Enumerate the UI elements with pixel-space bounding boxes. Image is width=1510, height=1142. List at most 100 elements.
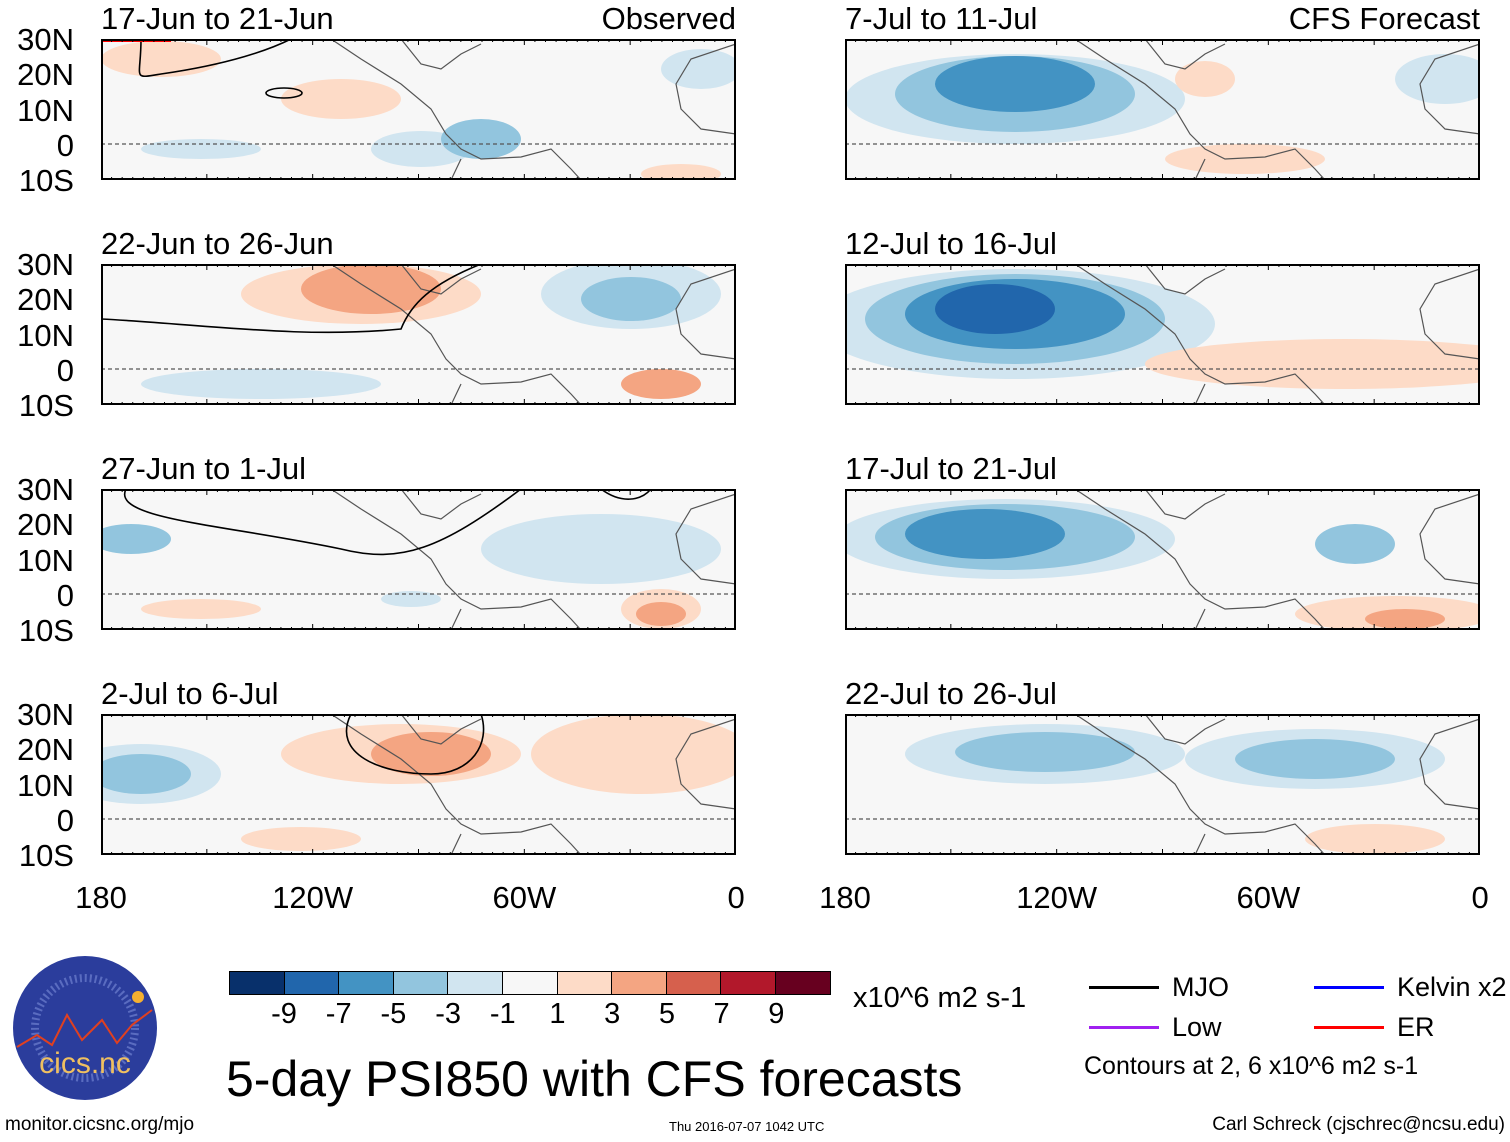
footer-timestamp: Thu 2016-07-07 1042 UTC — [669, 1119, 825, 1134]
panel-date-range: 7-Jul to 11-Jul — [845, 1, 1038, 36]
anomaly-shading — [581, 277, 681, 321]
observed-label: Observed — [601, 1, 736, 36]
coastline — [1419, 718, 1480, 810]
colorbar-swatch — [448, 972, 503, 994]
panel-date-range: 17-Jul to 21-Jul — [845, 451, 1057, 486]
lat-label: 30N — [17, 472, 74, 507]
colorbar-tick-label: -3 — [435, 998, 461, 1030]
anomaly-shading — [1315, 524, 1395, 564]
lat-label: 20N — [17, 57, 74, 93]
anomaly-shading — [371, 732, 491, 776]
coastline — [1074, 714, 1326, 855]
anomaly-shading — [141, 599, 261, 619]
cicsnc-logo: cics.nc — [12, 955, 158, 1101]
lon-label: 60W — [1236, 880, 1301, 915]
anomaly-shading — [1145, 339, 1480, 389]
observed-map-panel — [101, 489, 736, 630]
map-frame — [845, 714, 1480, 855]
coastline — [1419, 268, 1480, 360]
colorbar-swatch — [557, 972, 613, 994]
coastline — [675, 268, 736, 360]
lat-label: 10S — [18, 613, 74, 648]
lat-label: 20N — [17, 732, 74, 768]
map-frame — [101, 39, 736, 180]
lat-label: 10S — [18, 163, 74, 198]
lat-label: 30N — [17, 697, 74, 732]
anomaly-shading — [905, 509, 1065, 559]
panel-date-range: 27-Jun to 1-Jul — [101, 451, 307, 486]
lat-label: 30N — [17, 247, 74, 282]
coastline — [1074, 264, 1326, 405]
coastline — [330, 714, 582, 855]
anomaly-shading — [241, 827, 361, 851]
anomaly-shading — [481, 514, 721, 584]
lat-label: 10N — [17, 767, 74, 803]
anomaly-shading — [141, 369, 381, 399]
map-frame — [101, 264, 736, 405]
colorbar-swatch — [284, 972, 340, 994]
lat-label: 30N — [17, 22, 74, 57]
colorbar-swatch — [775, 972, 830, 994]
legend-line-low — [1089, 1026, 1159, 1029]
legend-label: ER — [1397, 1012, 1435, 1042]
panel-date-range: 22-Jul to 26-Jul — [845, 676, 1057, 711]
observed-map-panel — [101, 714, 736, 855]
forecast-map-panel — [845, 39, 1480, 180]
coastline — [330, 39, 582, 180]
colorbar-tick-label: -5 — [380, 998, 407, 1030]
forecast-map-panel — [845, 264, 1480, 405]
map-frame — [101, 714, 736, 855]
panel-date-range: 22-Jun to 26-Jun — [101, 226, 334, 261]
lat-label: 10N — [17, 542, 74, 578]
coastline — [1419, 493, 1480, 585]
lon-label: 0 — [1471, 880, 1489, 915]
panel-date-range: 17-Jun to 21-Jun — [101, 1, 334, 36]
colorbar-swatch — [612, 972, 667, 994]
forecast-label: CFS Forecast — [1288, 1, 1480, 36]
mjo-contour — [123, 489, 652, 556]
colorbar-units: x10^6 m2 s-1 — [853, 982, 1027, 1014]
colorbar-swatch — [393, 972, 449, 994]
lon-label: 0 — [727, 880, 745, 915]
legend-line-er — [1314, 1026, 1384, 1029]
colorbar-tick-label: 5 — [658, 998, 675, 1030]
lat-label: 0 — [56, 802, 74, 838]
lat-label: 10S — [18, 388, 74, 423]
legend-line-kelvin — [1314, 986, 1384, 989]
lat-label: 10S — [18, 838, 74, 873]
anomaly-shading — [101, 754, 191, 794]
anomaly-shading — [301, 264, 441, 314]
contours-note: Contours at 2, 6 x10^6 m2 s-1 — [1084, 1052, 1419, 1080]
colorbar — [229, 971, 831, 995]
anomaly-shading — [101, 524, 171, 554]
forecast-map-panel — [845, 489, 1480, 630]
anomaly-shading — [141, 139, 261, 159]
lat-label: 20N — [17, 507, 74, 543]
colorbar-tick-label: 3 — [604, 998, 621, 1030]
anomaly-shading — [1235, 739, 1395, 779]
legend-label: Kelvin x2 — [1397, 972, 1507, 1002]
map-frame — [845, 39, 1480, 180]
colorbar-swatch — [230, 972, 285, 994]
coastline — [1419, 43, 1480, 135]
anomaly-shading — [935, 284, 1055, 334]
anomaly-shading — [281, 79, 401, 119]
lat-label: 20N — [17, 282, 74, 318]
anomaly-shading — [1175, 61, 1235, 97]
footer-author: Carl Schreck (cjschrec@ncsu.edu) — [1212, 1114, 1505, 1135]
anomaly-shading — [661, 49, 736, 89]
anomaly-shading — [381, 591, 441, 607]
observed-map-panel — [101, 264, 736, 405]
anomaly-shading — [531, 714, 736, 794]
mjo-contour — [345, 714, 485, 775]
colorbar-swatch — [339, 972, 394, 994]
legend-label: MJO — [1172, 972, 1229, 1002]
forecast-map-panel — [845, 714, 1480, 855]
lon-label: 120W — [1016, 880, 1098, 915]
footer-url[interactable]: monitor.cicsnc.org/mjo — [5, 1114, 195, 1135]
anomaly-shading — [641, 164, 721, 180]
lat-label: 0 — [56, 127, 74, 163]
svg-text:cics.nc: cics.nc — [39, 1047, 131, 1080]
anomaly-shading — [101, 41, 221, 77]
panel-date-range: 12-Jul to 16-Jul — [845, 226, 1057, 261]
